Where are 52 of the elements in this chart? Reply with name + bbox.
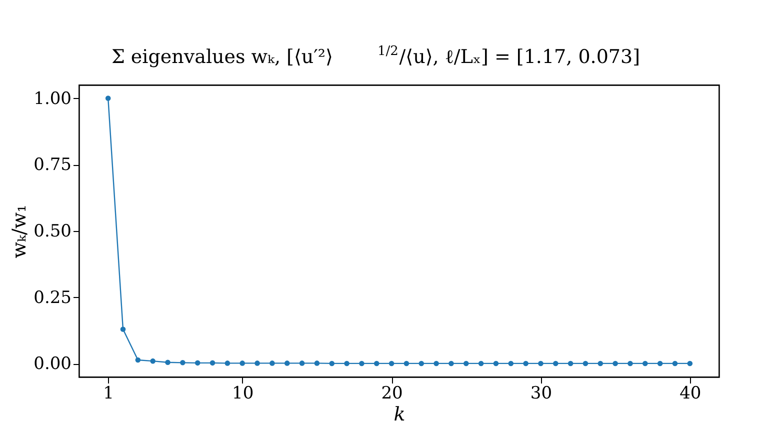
point — [224, 360, 230, 366]
x-tick-label: 10 — [232, 384, 254, 404]
point — [628, 360, 633, 366]
y-axis-title: wₖ/w₁ — [8, 204, 31, 258]
y-tick-label: 0.00 — [34, 354, 72, 374]
point — [314, 360, 320, 366]
point — [612, 360, 618, 366]
point — [434, 360, 439, 366]
point — [254, 360, 260, 366]
point — [672, 360, 678, 366]
point — [418, 360, 424, 366]
x-tick-label: 20 — [381, 384, 403, 404]
point — [150, 358, 156, 364]
point — [404, 360, 410, 366]
point — [478, 360, 484, 366]
point — [523, 360, 528, 366]
point — [299, 360, 305, 366]
y-tick-label: 1.00 — [34, 88, 72, 109]
point — [493, 360, 499, 366]
point — [194, 360, 200, 366]
point — [359, 360, 364, 366]
point — [388, 360, 394, 366]
point — [598, 360, 604, 366]
point — [374, 360, 380, 366]
point — [687, 360, 693, 366]
point — [657, 360, 663, 366]
point — [240, 360, 246, 366]
point — [135, 357, 141, 363]
point — [552, 360, 558, 366]
point — [448, 360, 454, 366]
point — [270, 360, 275, 366]
point — [329, 360, 335, 366]
y-tick-label: 0.25 — [34, 288, 72, 308]
point — [180, 360, 186, 366]
x-tick-label: 1 — [103, 384, 114, 404]
point — [642, 360, 648, 366]
x-tick-label: 40 — [680, 384, 702, 404]
point — [210, 360, 216, 366]
point — [344, 360, 350, 366]
point — [105, 96, 111, 101]
point — [538, 360, 544, 366]
y-tick-label: 0.75 — [34, 155, 72, 176]
point — [165, 360, 170, 366]
point — [508, 360, 514, 366]
y-tick-label: 0.50 — [34, 222, 72, 242]
point — [284, 360, 290, 366]
x-tick-label: 30 — [530, 384, 552, 404]
point — [582, 360, 588, 366]
point — [120, 326, 126, 332]
point — [463, 360, 469, 366]
point — [568, 360, 574, 366]
x-axis-title: k — [394, 404, 406, 426]
